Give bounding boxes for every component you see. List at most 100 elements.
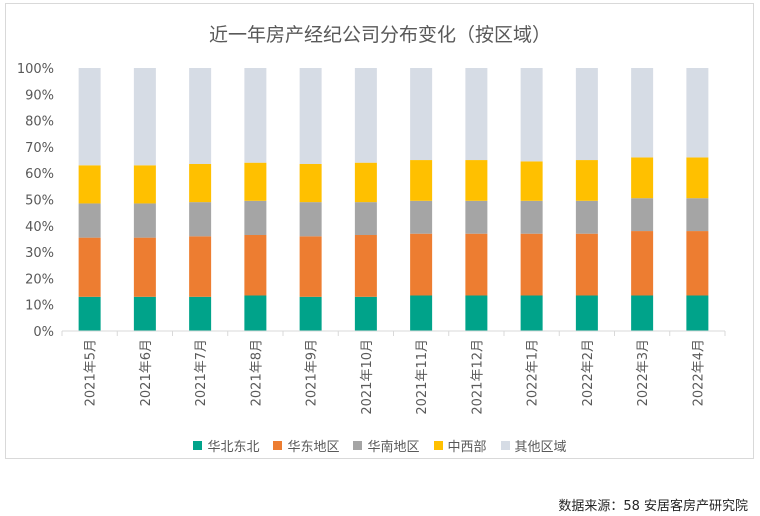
bar-segment	[686, 231, 709, 296]
bar-segment	[133, 203, 156, 238]
y-tick-label: 30%	[25, 246, 54, 261]
x-tick-label: 2022年1月	[526, 339, 541, 406]
bar-segment	[133, 165, 156, 204]
x-tick-label: 2021年5月	[84, 339, 99, 406]
bar-segment	[244, 68, 267, 163]
chart-frame	[5, 3, 754, 459]
bar-segment	[78, 165, 101, 204]
bar-segment	[78, 68, 101, 166]
bar-segment	[410, 68, 433, 161]
bar-segment	[299, 163, 322, 203]
bar-segment	[299, 236, 322, 297]
chart-plot: 0% 10% 20% 30% 40% 50% 60% 70% 80% 90% 100% 2021年5…	[17, 62, 726, 415]
y-tick-label: 50%	[25, 194, 54, 209]
x-tick-label: 2021年12月	[470, 339, 485, 415]
bar-segment	[189, 163, 212, 203]
x-tick-label: 2022年3月	[636, 339, 651, 406]
legend-label: 其他区域	[514, 440, 567, 455]
x-tick-label: 2022年4月	[691, 339, 706, 406]
source-note: 数据来源：58 安居客房产研究院	[558, 499, 748, 514]
bar-segment	[465, 200, 488, 234]
x-axis: 2021年5月 2021年6月 2021年7月 2021年8月 2021年9月 2021年…	[61, 331, 726, 415]
legend-label: 中西部	[447, 440, 487, 455]
legend-swatch	[193, 441, 203, 450]
bar-segment	[299, 202, 322, 237]
y-tick-label: 60%	[25, 167, 54, 182]
bar-segment	[244, 235, 267, 296]
y-tick-label: 10%	[25, 299, 54, 314]
legend-item: 中西部	[433, 436, 487, 455]
bar-segment	[354, 202, 377, 236]
bar-segment	[686, 198, 709, 232]
bar-segment	[686, 68, 709, 158]
bar-segment	[686, 157, 709, 199]
bar-segment	[299, 68, 322, 164]
bar-segment	[520, 200, 543, 234]
y-tick-label: 80%	[25, 115, 54, 130]
bar-segment	[189, 296, 212, 331]
bar-segment	[575, 68, 598, 161]
bar-segment	[575, 160, 598, 201]
bar-segment	[78, 237, 101, 297]
bar-segment	[354, 235, 377, 297]
legend-label: 华东地区	[287, 440, 340, 455]
legend-item: 华北东北	[193, 436, 259, 455]
y-tick-label: 70%	[25, 141, 54, 156]
x-tick-label: 2022年2月	[581, 339, 596, 406]
x-tick-label: 2021年6月	[139, 339, 154, 406]
bar-segment	[410, 200, 433, 234]
legend-label: 华南地区	[367, 440, 420, 455]
legend-item: 其他区域	[500, 436, 567, 455]
y-tick-label: 100%	[17, 62, 54, 77]
bar-segment	[410, 160, 433, 201]
bar-segment	[410, 233, 433, 296]
bar-segment	[520, 161, 543, 201]
bar-segment	[189, 236, 212, 297]
x-tick-label: 2021年11月	[415, 339, 430, 415]
legend-swatch	[273, 441, 283, 450]
bar-segment	[244, 162, 267, 201]
bar-segment	[133, 68, 156, 166]
y-tick-label: 40%	[25, 220, 54, 235]
x-tick-label: 2021年10月	[360, 339, 375, 415]
y-axis: 0% 10% 20% 30% 40% 50% 60% 70% 80% 90% 100%	[17, 62, 54, 340]
bar-segment	[78, 203, 101, 238]
legend: 华北东北 华东地区 华南地区 中西部 其他区域	[0, 436, 760, 455]
y-tick-label: 20%	[25, 272, 54, 287]
chart-title: 近一年房产经纪公司分布变化（按区域）	[208, 24, 551, 46]
bar-segment	[299, 296, 322, 331]
bar-segment	[244, 295, 267, 331]
bar-segment	[189, 68, 212, 164]
bar-segment	[575, 200, 598, 234]
bar-segment	[631, 157, 654, 199]
bar-segment	[520, 295, 543, 331]
bar-segment	[410, 295, 433, 331]
bar-segment	[520, 68, 543, 162]
bar-segment	[189, 202, 212, 237]
legend-swatch	[500, 441, 510, 450]
bar-segment	[354, 296, 377, 331]
bar-segment	[465, 295, 488, 331]
legend-item: 华南地区	[353, 436, 420, 455]
legend-swatch	[353, 441, 363, 450]
bar-segment	[354, 68, 377, 163]
bar-stacks	[78, 68, 709, 331]
x-tick-label: 2021年9月	[305, 339, 320, 406]
bar-segment	[686, 295, 709, 331]
bar-segment	[354, 162, 377, 203]
bar-segment	[520, 233, 543, 296]
y-tick-label: 90%	[25, 88, 54, 103]
legend-label: 华北东北	[207, 440, 260, 455]
legend-swatch	[433, 441, 443, 450]
bar-segment	[465, 160, 488, 201]
y-tick-label: 0%	[33, 325, 54, 340]
bar-segment	[465, 68, 488, 161]
bar-segment	[631, 68, 654, 158]
x-tick-label: 2021年7月	[194, 339, 209, 406]
bar-segment	[575, 295, 598, 331]
bar-segment	[631, 295, 654, 331]
bar-segment	[244, 200, 267, 236]
bar-segment	[631, 231, 654, 296]
bar-segment	[78, 296, 101, 331]
x-tick-label: 2021年8月	[249, 339, 264, 406]
